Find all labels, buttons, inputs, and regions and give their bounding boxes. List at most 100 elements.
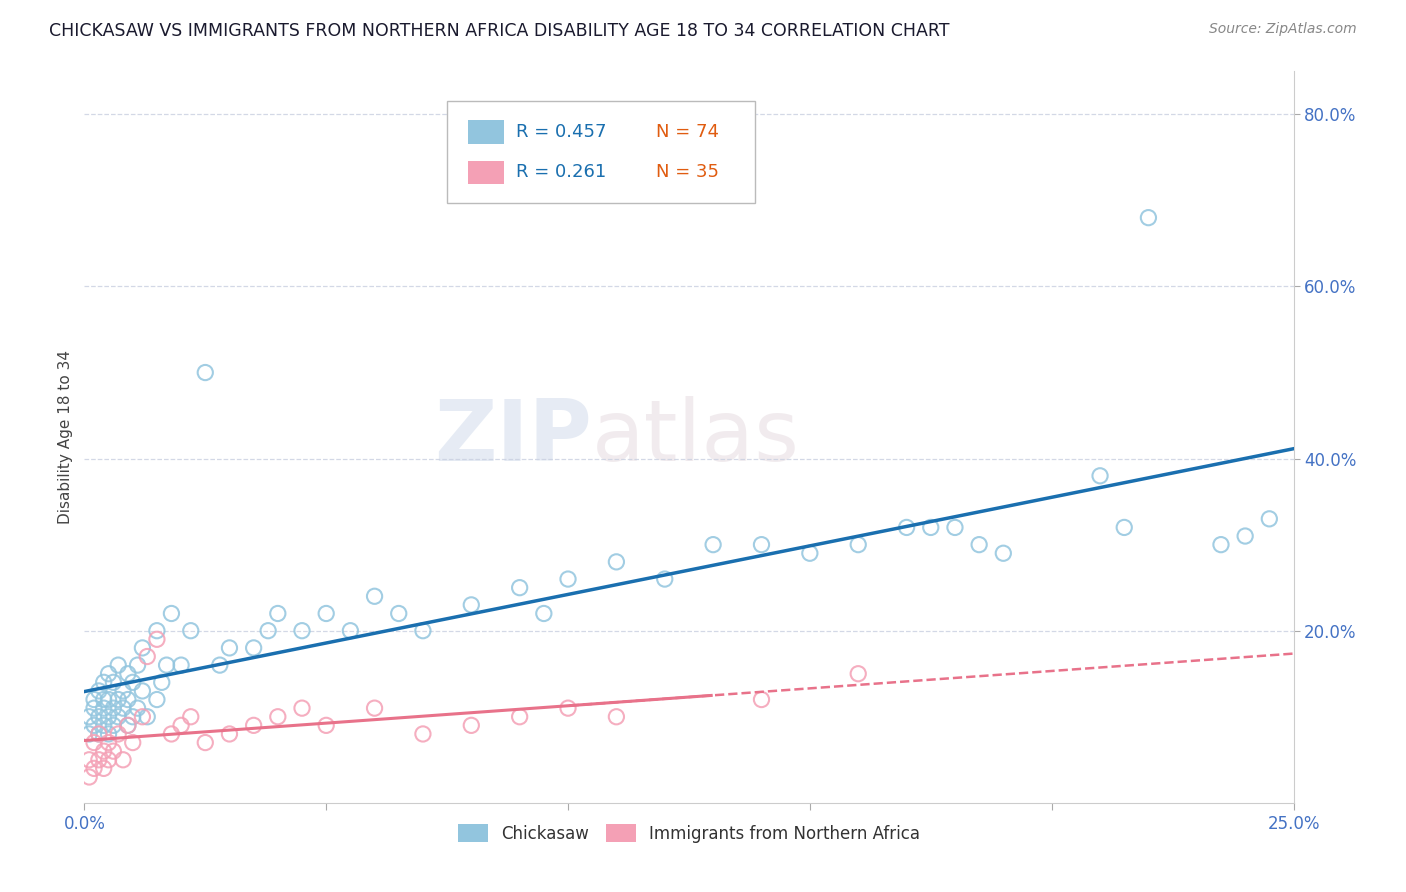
- Point: [136, 649, 159, 664]
- Text: atlas: atlas: [592, 395, 800, 479]
- Point: [146, 624, 169, 638]
- Point: [846, 666, 869, 681]
- Point: [87, 727, 110, 741]
- Point: [77, 753, 100, 767]
- Point: [131, 710, 153, 724]
- Point: [136, 710, 159, 724]
- Point: [150, 675, 173, 690]
- Text: R = 0.457: R = 0.457: [516, 123, 606, 141]
- Point: [242, 718, 264, 732]
- Point: [1088, 468, 1111, 483]
- Point: [93, 675, 115, 690]
- Point: [117, 718, 139, 732]
- Point: [388, 607, 411, 621]
- Point: [107, 658, 129, 673]
- Point: [121, 735, 143, 749]
- Point: [97, 753, 120, 767]
- Text: R = 0.261: R = 0.261: [516, 163, 606, 181]
- Point: [846, 538, 869, 552]
- Point: [103, 701, 125, 715]
- Point: [557, 701, 579, 715]
- Point: [533, 607, 555, 621]
- Text: Source: ZipAtlas.com: Source: ZipAtlas.com: [1209, 22, 1357, 37]
- FancyBboxPatch shape: [447, 101, 755, 203]
- Point: [267, 607, 290, 621]
- Point: [218, 727, 240, 741]
- Point: [920, 520, 942, 534]
- Point: [121, 710, 143, 724]
- Point: [170, 718, 193, 732]
- Point: [107, 710, 129, 724]
- Text: ZIP: ZIP: [434, 395, 592, 479]
- Point: [1258, 512, 1281, 526]
- Point: [170, 658, 193, 673]
- Point: [291, 624, 314, 638]
- Point: [751, 692, 773, 706]
- Legend: Chickasaw, Immigrants from Northern Africa: Chickasaw, Immigrants from Northern Afri…: [451, 818, 927, 849]
- Point: [87, 684, 110, 698]
- Point: [87, 727, 110, 741]
- Point: [117, 718, 139, 732]
- Y-axis label: Disability Age 18 to 34: Disability Age 18 to 34: [58, 350, 73, 524]
- Point: [943, 520, 966, 534]
- Point: [242, 640, 264, 655]
- Point: [155, 658, 177, 673]
- Point: [93, 701, 115, 715]
- Point: [103, 744, 125, 758]
- Point: [160, 727, 183, 741]
- Point: [208, 658, 231, 673]
- Point: [291, 701, 314, 715]
- Point: [107, 692, 129, 706]
- Point: [315, 718, 337, 732]
- Point: [127, 658, 149, 673]
- Point: [131, 684, 153, 698]
- Point: [77, 727, 100, 741]
- Point: [83, 761, 105, 775]
- Point: [83, 692, 105, 706]
- Point: [83, 735, 105, 749]
- Point: [112, 753, 135, 767]
- Text: CHICKASAW VS IMMIGRANTS FROM NORTHERN AFRICA DISABILITY AGE 18 TO 34 CORRELATION: CHICKASAW VS IMMIGRANTS FROM NORTHERN AF…: [49, 22, 949, 40]
- Point: [605, 710, 627, 724]
- Point: [363, 589, 385, 603]
- Point: [509, 710, 531, 724]
- Point: [180, 624, 202, 638]
- Point: [83, 718, 105, 732]
- Point: [1114, 520, 1136, 534]
- Point: [557, 572, 579, 586]
- Text: N = 74: N = 74: [657, 123, 720, 141]
- Point: [799, 546, 821, 560]
- Point: [87, 753, 110, 767]
- Point: [103, 718, 125, 732]
- Point: [1137, 211, 1160, 225]
- Point: [93, 744, 115, 758]
- Point: [460, 598, 482, 612]
- Point: [107, 727, 129, 741]
- Point: [257, 624, 280, 638]
- Point: [1234, 529, 1257, 543]
- Point: [93, 761, 115, 775]
- Point: [117, 666, 139, 681]
- Point: [751, 538, 773, 552]
- Text: N = 35: N = 35: [657, 163, 720, 181]
- Point: [194, 735, 217, 749]
- Point: [412, 727, 434, 741]
- Point: [967, 538, 990, 552]
- Point: [93, 718, 115, 732]
- Point: [103, 675, 125, 690]
- Point: [339, 624, 361, 638]
- Point: [654, 572, 676, 586]
- Point: [194, 366, 217, 380]
- Point: [702, 538, 724, 552]
- Point: [127, 701, 149, 715]
- Point: [77, 770, 100, 784]
- Point: [117, 692, 139, 706]
- Point: [77, 710, 100, 724]
- Bar: [468, 161, 503, 184]
- Point: [131, 640, 153, 655]
- Point: [146, 632, 169, 647]
- Bar: [468, 120, 503, 144]
- Point: [460, 718, 482, 732]
- Point: [605, 555, 627, 569]
- Point: [97, 735, 120, 749]
